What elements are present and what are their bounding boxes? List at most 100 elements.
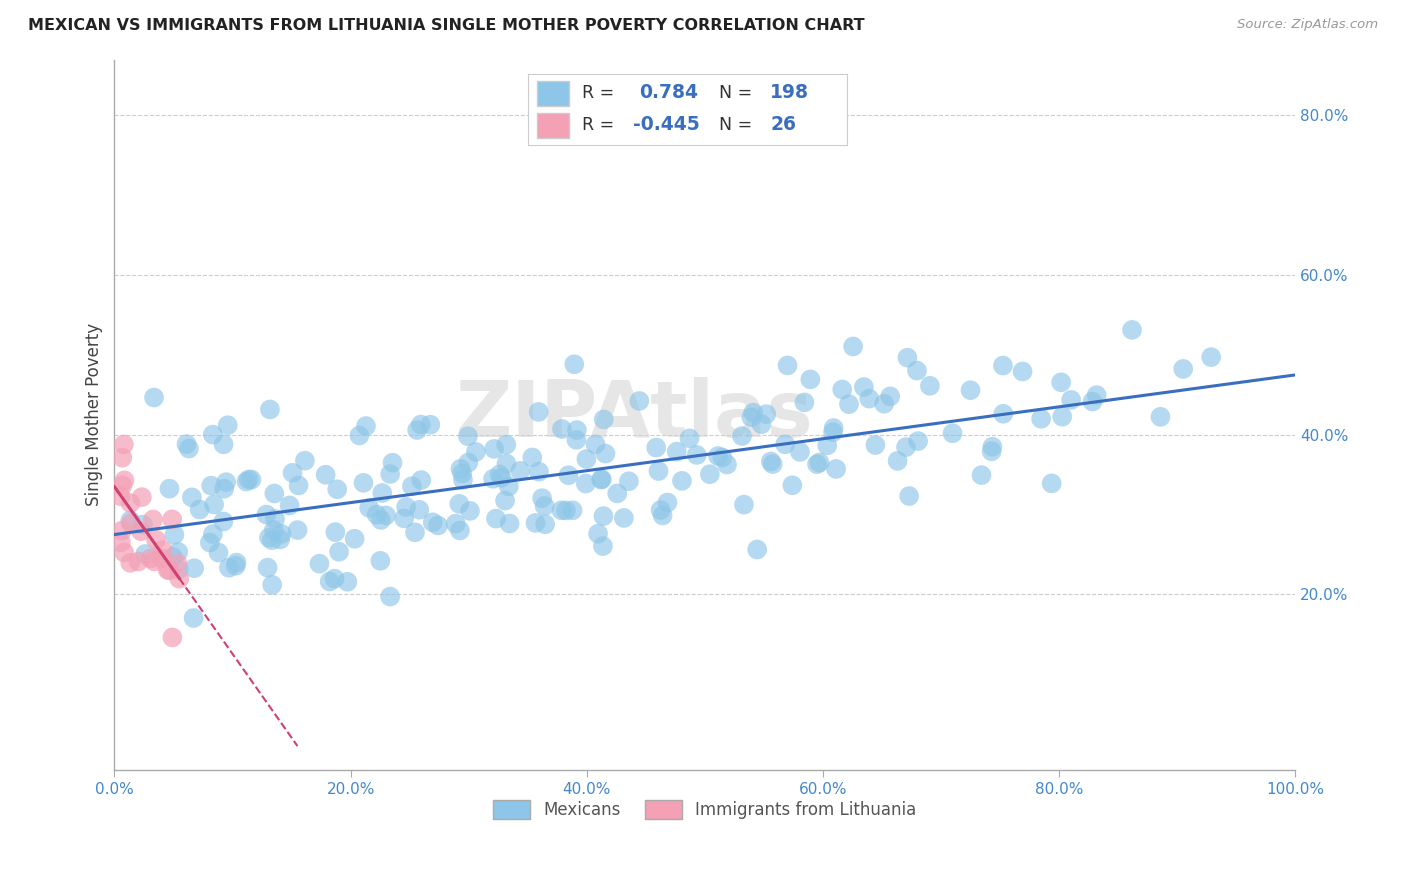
Point <box>411 473 433 487</box>
Point <box>733 498 755 512</box>
Point <box>278 499 301 513</box>
Point <box>336 574 359 589</box>
Point <box>1011 364 1033 378</box>
Point <box>842 339 865 353</box>
Point <box>551 422 574 436</box>
Point <box>152 543 174 558</box>
Point <box>896 351 918 365</box>
Point <box>595 446 617 460</box>
Point <box>143 391 166 405</box>
Point <box>257 531 280 545</box>
Point <box>163 528 186 542</box>
Point <box>808 456 831 470</box>
Point <box>207 546 229 560</box>
Point <box>256 560 278 574</box>
Point <box>167 572 190 586</box>
Point <box>270 526 292 541</box>
Point <box>328 545 350 559</box>
Point <box>349 428 371 442</box>
Point <box>120 496 142 510</box>
Point <box>374 508 396 523</box>
Point <box>699 467 721 482</box>
Point <box>134 547 156 561</box>
Text: MEXICAN VS IMMIGRANTS FROM LITHUANIA SINGLE MOTHER POVERTY CORRELATION CHART: MEXICAN VS IMMIGRANTS FROM LITHUANIA SIN… <box>28 18 865 33</box>
Point <box>585 437 607 451</box>
Point <box>591 473 613 487</box>
Point <box>1029 412 1052 426</box>
Point <box>120 516 142 531</box>
Point <box>550 503 572 517</box>
Point <box>200 478 222 492</box>
Point <box>838 397 860 411</box>
Point <box>613 511 636 525</box>
Point <box>287 523 309 537</box>
Point <box>183 611 205 625</box>
Point <box>366 508 388 522</box>
Point <box>370 554 392 568</box>
Point <box>120 514 142 528</box>
Point <box>426 518 449 533</box>
Point <box>264 512 287 526</box>
Point <box>201 427 224 442</box>
Point <box>731 429 754 443</box>
Point <box>686 448 709 462</box>
Point <box>145 533 167 547</box>
Point <box>575 452 598 467</box>
Point <box>852 380 875 394</box>
Point <box>157 482 180 496</box>
Point <box>110 489 132 503</box>
Point <box>1081 394 1104 409</box>
Point <box>167 545 190 559</box>
Point <box>132 517 155 532</box>
Point <box>111 478 134 492</box>
Point <box>762 457 785 471</box>
Point <box>112 545 135 559</box>
Point <box>406 423 429 437</box>
Point <box>343 532 366 546</box>
Point <box>1121 323 1143 337</box>
Point <box>565 423 588 437</box>
Point <box>260 533 283 548</box>
Point <box>740 410 762 425</box>
Point <box>359 500 381 515</box>
Point <box>751 417 773 431</box>
Point <box>592 539 614 553</box>
Point <box>575 476 598 491</box>
Point <box>238 473 260 487</box>
Point <box>742 406 765 420</box>
Point <box>482 472 505 486</box>
Point <box>218 560 240 574</box>
Point <box>522 450 544 465</box>
Point <box>799 372 821 386</box>
Point <box>823 421 845 435</box>
Point <box>907 434 929 448</box>
Point <box>287 478 309 492</box>
Point <box>177 442 200 456</box>
Point <box>201 527 224 541</box>
Point <box>865 438 887 452</box>
Point <box>112 437 135 451</box>
Point <box>129 524 152 539</box>
Point <box>651 508 673 523</box>
Point <box>776 359 799 373</box>
Point <box>1060 392 1083 407</box>
Point <box>1085 388 1108 402</box>
Point <box>534 517 557 532</box>
Point <box>825 462 848 476</box>
Point <box>898 489 921 503</box>
Point <box>1173 362 1195 376</box>
Point <box>495 457 517 471</box>
Point <box>488 467 510 482</box>
Point <box>235 475 257 489</box>
Point <box>747 542 769 557</box>
Point <box>449 524 471 538</box>
Point <box>110 535 132 549</box>
Point <box>408 502 430 516</box>
Point <box>142 512 165 526</box>
Point <box>188 502 211 516</box>
Point <box>392 511 415 525</box>
Point <box>180 491 202 505</box>
Point <box>671 474 693 488</box>
Point <box>647 464 669 478</box>
Point <box>617 475 640 489</box>
